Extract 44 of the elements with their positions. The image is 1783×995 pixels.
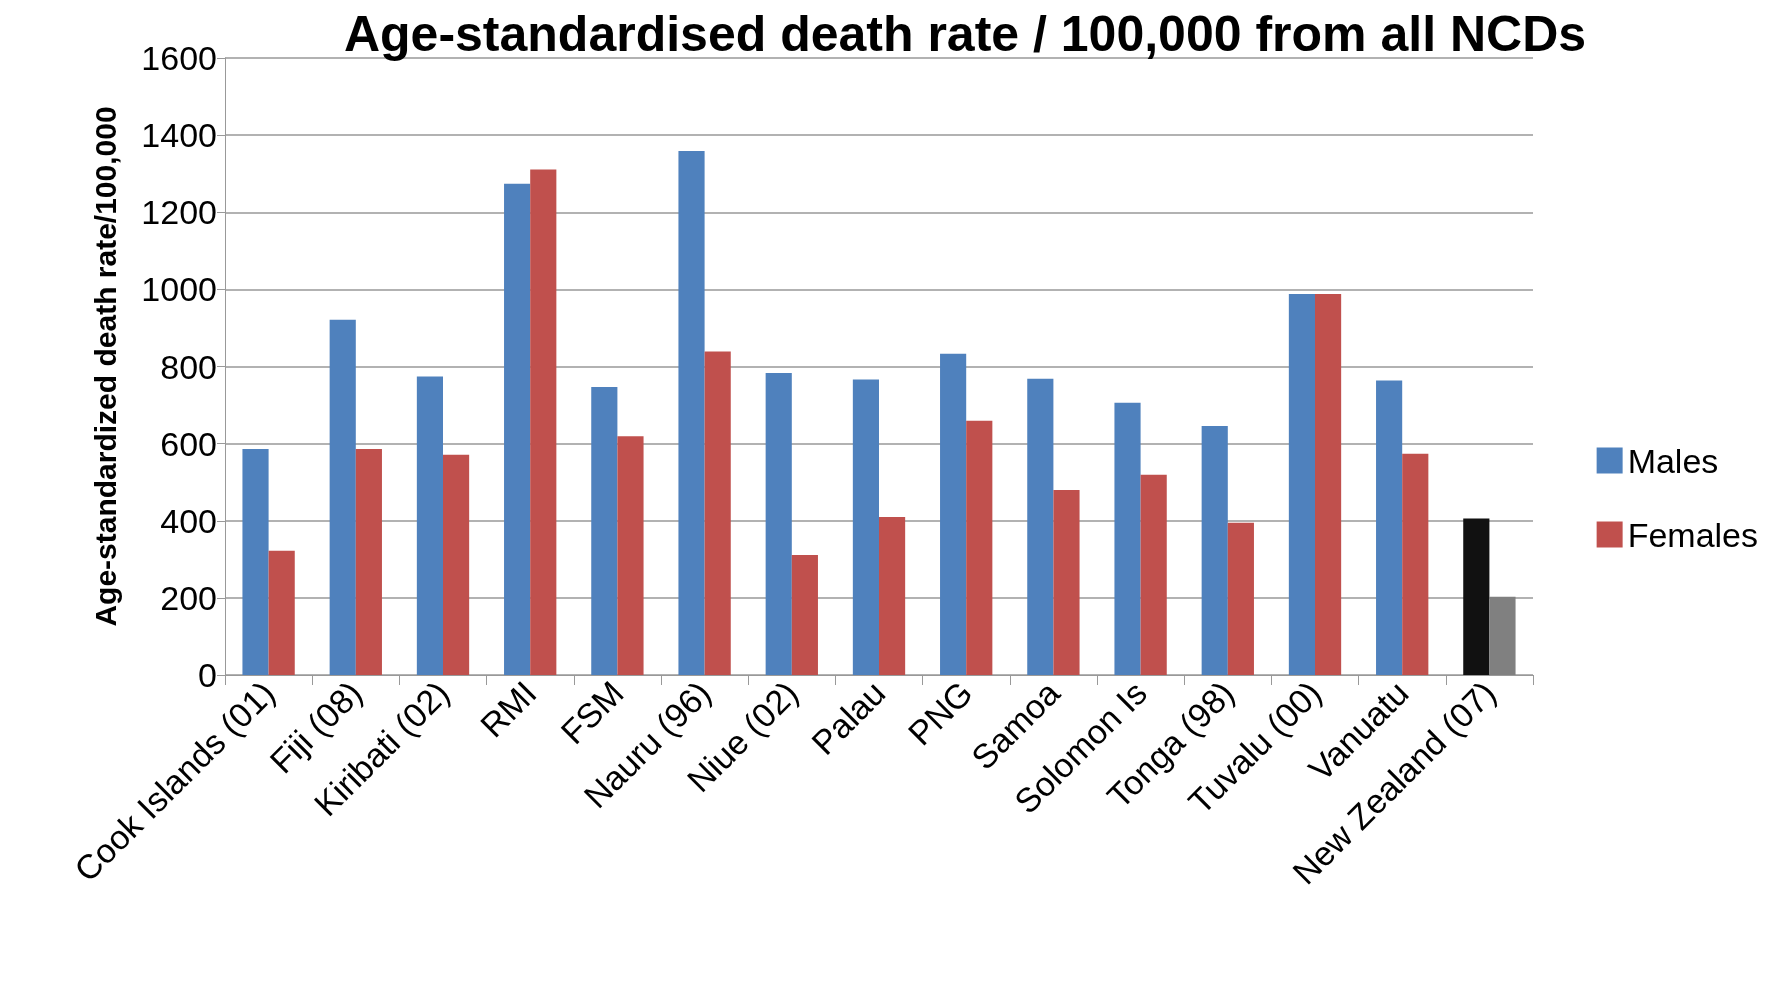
bar	[591, 386, 618, 675]
bar	[1140, 474, 1167, 675]
bar	[765, 373, 792, 675]
bar	[966, 420, 993, 675]
bar	[678, 150, 705, 675]
y-axis-title: Age-standardized death rate/100,000	[88, 106, 122, 627]
bar	[1114, 402, 1141, 675]
bar	[1376, 380, 1403, 675]
bar	[1201, 425, 1228, 675]
legend-label: Females	[1627, 515, 1758, 554]
y-tick-label: 200	[160, 578, 217, 617]
bar	[242, 449, 269, 675]
y-tick-label: 400	[160, 501, 217, 540]
bar	[530, 169, 557, 675]
bar	[443, 454, 470, 675]
bar	[416, 376, 443, 675]
y-tick-label: 1600	[141, 39, 217, 77]
bar	[852, 379, 879, 675]
bar	[268, 550, 295, 675]
bar	[617, 436, 644, 675]
bar	[940, 353, 967, 675]
bar	[1027, 378, 1054, 675]
y-tick-label: 600	[160, 424, 217, 463]
y-tick-label: 800	[160, 347, 217, 386]
bar	[1402, 453, 1429, 675]
y-tick-label: 1400	[141, 116, 217, 155]
y-tick-label: 1200	[141, 193, 217, 232]
bar	[879, 516, 906, 675]
bar	[1315, 294, 1342, 675]
bar	[1227, 522, 1254, 675]
bar	[1053, 489, 1080, 675]
bar	[1489, 596, 1516, 675]
bar	[1288, 294, 1315, 675]
y-tick-label: 0	[198, 656, 217, 694]
bar	[504, 183, 531, 675]
chart-title: Age-standardised death rate / 100,000 from all NCDs	[343, 6, 1587, 62]
x-tick-label: RMI	[472, 673, 544, 745]
y-tick-label: 1000	[141, 270, 217, 309]
legend-label: Males	[1627, 441, 1719, 480]
bar	[1463, 518, 1490, 675]
bar	[355, 449, 382, 675]
bar	[791, 555, 818, 675]
bar	[704, 351, 731, 675]
bar	[329, 319, 356, 675]
